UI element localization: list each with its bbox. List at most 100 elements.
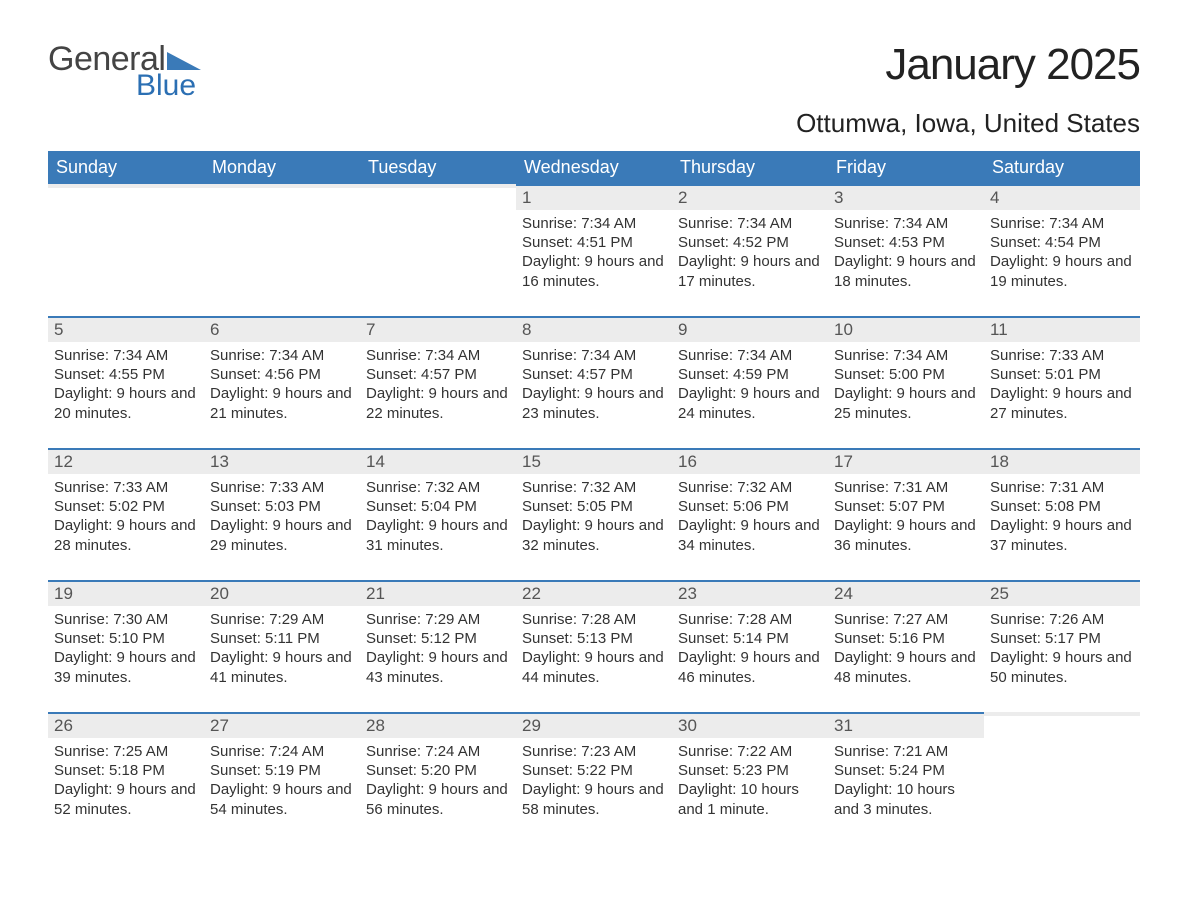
day-number: 25 [984,580,1140,606]
day-number: 3 [828,184,984,210]
sunrise-text: Sunrise: 7:23 AM [522,742,666,761]
sunset-text: Sunset: 5:07 PM [834,497,978,516]
sunset-text: Sunset: 5:18 PM [54,761,198,780]
sunset-text: Sunset: 5:01 PM [990,365,1134,384]
calendar-cell: 25Sunrise: 7:26 AMSunset: 5:17 PMDayligh… [984,580,1140,712]
daylight-text: Daylight: 9 hours and 46 minutes. [678,648,822,686]
sunset-text: Sunset: 4:57 PM [366,365,510,384]
sunrise-text: Sunrise: 7:34 AM [678,214,822,233]
day-body: Sunrise: 7:34 AMSunset: 4:56 PMDaylight:… [204,342,360,431]
sunset-text: Sunset: 5:14 PM [678,629,822,648]
day-body: Sunrise: 7:34 AMSunset: 4:57 PMDaylight:… [516,342,672,431]
daylight-text: Daylight: 9 hours and 44 minutes. [522,648,666,686]
daylight-text: Daylight: 9 hours and 23 minutes. [522,384,666,422]
calendar-cell: 6Sunrise: 7:34 AMSunset: 4:56 PMDaylight… [204,316,360,448]
day-number: 24 [828,580,984,606]
sunset-text: Sunset: 5:22 PM [522,761,666,780]
calendar-cell: 8Sunrise: 7:34 AMSunset: 4:57 PMDaylight… [516,316,672,448]
sunrise-text: Sunrise: 7:29 AM [366,610,510,629]
daylight-text: Daylight: 9 hours and 24 minutes. [678,384,822,422]
daylight-text: Daylight: 10 hours and 3 minutes. [834,780,978,818]
day-number: 1 [516,184,672,210]
sunrise-text: Sunrise: 7:27 AM [834,610,978,629]
daylight-text: Daylight: 9 hours and 20 minutes. [54,384,198,422]
day-number: 8 [516,316,672,342]
sunset-text: Sunset: 4:54 PM [990,233,1134,252]
daylight-text: Daylight: 9 hours and 50 minutes. [990,648,1134,686]
day-number: 26 [48,712,204,738]
day-number: 29 [516,712,672,738]
calendar-week-row: 19Sunrise: 7:30 AMSunset: 5:10 PMDayligh… [48,580,1140,712]
calendar-cell: 22Sunrise: 7:28 AMSunset: 5:13 PMDayligh… [516,580,672,712]
calendar-cell: 1Sunrise: 7:34 AMSunset: 4:51 PMDaylight… [516,184,672,316]
calendar-cell [204,184,360,316]
day-body: Sunrise: 7:33 AMSunset: 5:01 PMDaylight:… [984,342,1140,431]
calendar-cell: 11Sunrise: 7:33 AMSunset: 5:01 PMDayligh… [984,316,1140,448]
day-number: 17 [828,448,984,474]
calendar-cell: 28Sunrise: 7:24 AMSunset: 5:20 PMDayligh… [360,712,516,844]
daylight-text: Daylight: 9 hours and 25 minutes. [834,384,978,422]
day-number: 22 [516,580,672,606]
day-number: 30 [672,712,828,738]
sunrise-text: Sunrise: 7:30 AM [54,610,198,629]
sunrise-text: Sunrise: 7:34 AM [834,346,978,365]
calendar-cell: 13Sunrise: 7:33 AMSunset: 5:03 PMDayligh… [204,448,360,580]
calendar-cell: 2 Sunrise: 7:34 AMSunset: 4:52 PMDaylight… [672,184,828,316]
dayhead-saturday: Saturday [984,151,1140,184]
sunset-text: Sunset: 5:19 PM [210,761,354,780]
calendar-cell: 27Sunrise: 7:24 AMSunset: 5:19 PMDayligh… [204,712,360,844]
day-number [360,184,516,188]
daylight-text: Daylight: 9 hours and 37 minutes. [990,516,1134,554]
day-body: Sunrise: 7:28 AMSunset: 5:14 PMDaylight:… [672,606,828,695]
sunrise-text: Sunrise: 7:22 AM [678,742,822,761]
calendar-cell: 17Sunrise: 7:31 AMSunset: 5:07 PMDayligh… [828,448,984,580]
sunset-text: Sunset: 5:03 PM [210,497,354,516]
sunset-text: Sunset: 5:08 PM [990,497,1134,516]
calendar-cell [48,184,204,316]
day-number: 15 [516,448,672,474]
dayhead-wednesday: Wednesday [516,151,672,184]
dayhead-thursday: Thursday [672,151,828,184]
calendar-cell: 10 Sunrise: 7:34 AMSunset: 5:00 PMDayligh… [828,316,984,448]
day-number: 12 [48,448,204,474]
day-body: Sunrise: 7:22 AMSunset: 5:23 PMDaylight:… [672,738,828,827]
daylight-text: Daylight: 9 hours and 36 minutes. [834,516,978,554]
calendar-cell: 14Sunrise: 7:32 AMSunset: 5:04 PMDayligh… [360,448,516,580]
day-number: 27 [204,712,360,738]
calendar-cell: 20Sunrise: 7:29 AMSunset: 5:11 PMDayligh… [204,580,360,712]
day-number: 19 [48,580,204,606]
daylight-text: Daylight: 9 hours and 39 minutes. [54,648,198,686]
daylight-text: Daylight: 9 hours and 19 minutes. [990,252,1134,290]
sunset-text: Sunset: 4:52 PM [678,233,822,252]
day-body: Sunrise: 7:29 AMSunset: 5:11 PMDaylight:… [204,606,360,695]
day-number: 14 [360,448,516,474]
logo-text-blue: Blue [136,69,196,103]
sunset-text: Sunset: 4:56 PM [210,365,354,384]
day-number: 13 [204,448,360,474]
day-number: 10 [828,316,984,342]
calendar-cell [360,184,516,316]
day-body: Sunrise: 7:21 AMSunset: 5:24 PMDaylight:… [828,738,984,827]
daylight-text: Daylight: 9 hours and 41 minutes. [210,648,354,686]
logo: General Blue [48,40,201,103]
day-number: 9 [672,316,828,342]
page-title: January 2025 [796,40,1140,90]
day-number: 2 [672,184,828,210]
day-body: Sunrise: 7:28 AMSunset: 5:13 PMDaylight:… [516,606,672,695]
calendar-cell: 23Sunrise: 7:28 AMSunset: 5:14 PMDayligh… [672,580,828,712]
daylight-text: Daylight: 9 hours and 22 minutes. [366,384,510,422]
sunrise-text: Sunrise: 7:33 AM [990,346,1134,365]
sunset-text: Sunset: 5:24 PM [834,761,978,780]
calendar-week-row: 12Sunrise: 7:33 AMSunset: 5:02 PMDayligh… [48,448,1140,580]
daylight-text: Daylight: 9 hours and 27 minutes. [990,384,1134,422]
day-body: Sunrise: 7:23 AMSunset: 5:22 PMDaylight:… [516,738,672,827]
sunrise-text: Sunrise: 7:28 AM [678,610,822,629]
sunrise-text: Sunrise: 7:25 AM [54,742,198,761]
calendar-cell: 26Sunrise: 7:25 AMSunset: 5:18 PMDayligh… [48,712,204,844]
sunrise-text: Sunrise: 7:34 AM [522,346,666,365]
daylight-text: Daylight: 9 hours and 17 minutes. [678,252,822,290]
day-body: Sunrise: 7:31 AMSunset: 5:07 PMDaylight:… [828,474,984,563]
day-number: 20 [204,580,360,606]
sunset-text: Sunset: 5:00 PM [834,365,978,384]
calendar-week-row: 26 Sunrise: 7:25 AMSunset: 5:18 PM Dayligh… [48,712,1140,844]
